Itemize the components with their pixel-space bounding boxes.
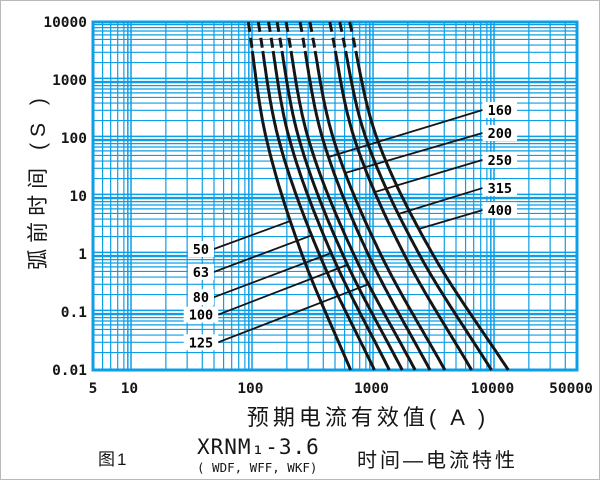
figure-number: 图1 bbox=[98, 450, 129, 469]
leader-125 bbox=[217, 283, 369, 344]
label-text-315: 315 bbox=[488, 181, 512, 197]
label-text-250: 250 bbox=[488, 153, 512, 169]
label-text-160: 160 bbox=[488, 103, 512, 119]
rating-labels: 50 63 80 100 125 160 200 250 315 400 bbox=[183, 101, 518, 351]
caption-title: 时间—电流特性 bbox=[357, 450, 518, 472]
axis-tick-labels: 10000 1000 100 10 1 0.1 0.015 10 100 1000 10000 500… bbox=[43, 15, 592, 397]
curve-100-dashed-top bbox=[275, 21, 284, 52]
label-text-200: 200 bbox=[488, 126, 512, 142]
curve-250-dashed-top bbox=[328, 21, 337, 52]
model-variants: ( WDF, WFF, WKF) bbox=[197, 460, 318, 475]
curve-125 bbox=[289, 50, 417, 371]
leader-315 bbox=[398, 187, 483, 215]
label-box-63 bbox=[187, 263, 214, 280]
leader-160 bbox=[328, 109, 483, 158]
leader-400 bbox=[418, 209, 483, 230]
label-box-160 bbox=[482, 101, 518, 118]
label-text-50: 50 bbox=[193, 242, 209, 258]
label-text-63: 63 bbox=[193, 265, 209, 281]
curve-50 bbox=[250, 50, 352, 371]
label-box-400 bbox=[482, 202, 518, 219]
curve-400-dashed-top bbox=[348, 21, 358, 52]
leader-100 bbox=[217, 264, 348, 316]
x-tick-1000: 1000 bbox=[354, 381, 389, 397]
curve-63-dashed-top bbox=[256, 21, 265, 52]
label-box-315 bbox=[482, 180, 518, 197]
model-name: XRNM₁-3.6 bbox=[197, 435, 320, 459]
leader-50 bbox=[213, 220, 291, 250]
leader-63 bbox=[213, 234, 313, 273]
label-box-80 bbox=[187, 289, 214, 306]
label-text-400: 400 bbox=[488, 203, 512, 219]
curve-50-dashed-top bbox=[246, 21, 254, 52]
y-tick-0.1: 0.1 bbox=[61, 305, 87, 321]
label-leader-lines bbox=[213, 109, 483, 344]
x-tick-10000: 10000 bbox=[471, 381, 515, 397]
curve-80 bbox=[271, 50, 391, 371]
x-tick-5: 5 bbox=[89, 381, 98, 397]
curve-315-dashed-top bbox=[338, 21, 348, 52]
y-tick-1: 1 bbox=[78, 247, 87, 263]
y-tick-0.01: 0.01 bbox=[52, 363, 87, 379]
label-text-80: 80 bbox=[193, 290, 209, 306]
model-block: XRNM₁-3.6 ( WDF, WFF, WKF) bbox=[197, 435, 347, 475]
leader-250 bbox=[374, 158, 483, 193]
label-box-250 bbox=[482, 151, 518, 168]
x-tick-100: 100 bbox=[237, 381, 263, 397]
curve-63 bbox=[261, 50, 376, 371]
y-tick-10: 10 bbox=[70, 189, 87, 205]
label-text-125: 125 bbox=[189, 335, 213, 351]
curve-400 bbox=[354, 50, 510, 371]
curve-125-dashed-top bbox=[284, 21, 293, 52]
y-tick-100: 100 bbox=[61, 131, 87, 147]
x-axis-title: 预期电流有效值( A ) bbox=[246, 405, 490, 430]
label-text-100: 100 bbox=[189, 308, 213, 324]
label-box-50 bbox=[187, 240, 214, 257]
curve-200 bbox=[313, 50, 447, 371]
label-box-125 bbox=[183, 334, 219, 351]
curve-160-dashed-top bbox=[298, 21, 307, 52]
x-tick-50000: 50000 bbox=[549, 381, 593, 397]
label-box-100 bbox=[183, 306, 219, 323]
curve-250 bbox=[333, 50, 473, 371]
curve-160 bbox=[303, 50, 432, 371]
y-tick-10000: 10000 bbox=[43, 15, 87, 31]
y-tick-1000: 1000 bbox=[52, 73, 87, 89]
curve-80-dashed-top bbox=[267, 21, 275, 52]
label-box-200 bbox=[482, 124, 518, 141]
curve-100 bbox=[280, 50, 404, 371]
leader-80 bbox=[213, 252, 332, 299]
rating-curves bbox=[246, 21, 510, 371]
curve-200-dashed-top bbox=[308, 21, 317, 52]
y-axis-title: 弧前时间 (S ) bbox=[27, 92, 50, 270]
curve-315 bbox=[344, 50, 493, 371]
leader-200 bbox=[345, 132, 483, 174]
x-tick-10: 10 bbox=[121, 381, 138, 397]
